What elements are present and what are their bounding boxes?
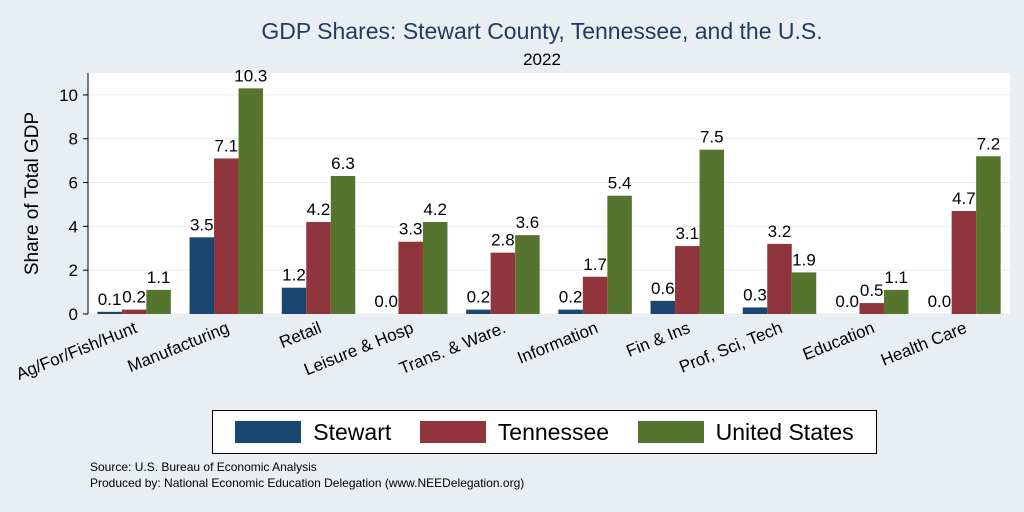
- bar-tennessee-retail: [306, 221, 331, 314]
- data-label-tennessee-information: 1.7: [583, 255, 607, 274]
- y-tick-label: 2: [69, 261, 78, 280]
- y-tick-label: 4: [69, 217, 78, 236]
- bar-united-states-education: [883, 289, 909, 314]
- data-label-stewart-trans-ware: 0.2: [467, 288, 491, 307]
- bar-united-states-trans-ware: [515, 235, 540, 314]
- data-label-united-states-education: 1.1: [884, 268, 908, 287]
- legend-swatch-stewart: [235, 421, 302, 443]
- data-label-united-states-ag-for-fish-hunt: 1.1: [147, 268, 171, 287]
- bar-tennessee-fin-ins: [675, 246, 700, 314]
- data-label-stewart-health-care: 0.0: [928, 292, 952, 311]
- x-tick-label-ag-for-fish-hunt: Ag/For/Fish/Hunt: [13, 318, 140, 384]
- bar-united-states-information: [607, 195, 632, 314]
- data-label-tennessee-manufacturing: 7.1: [214, 136, 238, 155]
- bar-tennessee-health-care: [951, 211, 977, 314]
- bar-tennessee-prof-sci-tech: [767, 243, 792, 314]
- bar-stewart-prof-sci-tech: [742, 307, 768, 314]
- chart-legend: Stewart Tennessee United States: [212, 410, 877, 454]
- data-label-united-states-leisure-hosp: 4.2: [423, 200, 447, 219]
- x-tick-label-prof-sci-tech: Prof, Sci, Tech: [677, 318, 785, 377]
- bar-united-states-leisure-hosp: [422, 221, 448, 314]
- data-label-tennessee-retail: 4.2: [307, 200, 331, 219]
- bar-united-states-health-care: [976, 156, 1001, 314]
- data-label-stewart-retail: 1.2: [282, 266, 306, 285]
- legend-swatch-united-states: [637, 421, 704, 443]
- y-tick-label: 6: [69, 174, 78, 193]
- data-label-stewart-education: 0.0: [835, 292, 859, 311]
- bar-stewart-ag-for-fish-hunt: [97, 311, 122, 314]
- legend-label-united-states: United States: [715, 418, 854, 445]
- data-label-stewart-leisure-hosp: 0.0: [374, 292, 398, 311]
- chart-subtitle: 2022: [523, 50, 561, 69]
- chart-title: GDP Shares: Stewart County, Tennessee, a…: [261, 18, 823, 44]
- data-label-united-states-manufacturing: 10.3: [234, 66, 267, 85]
- bar-united-states-manufacturing: [238, 88, 264, 314]
- data-label-tennessee-fin-ins: 3.1: [675, 224, 699, 243]
- bar-united-states-fin-ins: [699, 149, 725, 314]
- data-label-united-states-trans-ware: 3.6: [516, 213, 540, 232]
- bar-united-states-prof-sci-tech: [791, 272, 817, 314]
- y-tick-label: 8: [69, 130, 78, 149]
- data-label-tennessee-health-care: 4.7: [952, 189, 976, 208]
- y-axis-label: Share of Total GDP: [22, 112, 43, 275]
- x-tick-label-information: Information: [515, 318, 601, 367]
- bar-stewart-retail: [281, 287, 307, 314]
- legend-label-tennessee: Tennessee: [497, 418, 610, 445]
- bar-stewart-fin-ins: [650, 300, 676, 314]
- data-label-united-states-information: 5.4: [608, 174, 632, 193]
- bar-tennessee-leisure-hosp: [398, 241, 423, 314]
- bar-stewart-trans-ware: [466, 309, 491, 314]
- data-label-tennessee-education: 0.5: [860, 281, 884, 300]
- legend-item-tennessee: Tennessee: [419, 418, 610, 446]
- data-label-tennessee-ag-for-fish-hunt: 0.2: [122, 288, 146, 307]
- data-label-tennessee-prof-sci-tech: 3.2: [768, 222, 792, 241]
- legend-label-stewart: Stewart: [313, 418, 392, 445]
- data-label-stewart-information: 0.2: [559, 288, 583, 307]
- produced-by-note: Produced by: National Economic Education…: [90, 476, 525, 490]
- bar-tennessee-manufacturing: [214, 158, 239, 314]
- data-label-stewart-ag-for-fish-hunt: 0.1: [98, 290, 122, 309]
- bar-stewart-information: [558, 309, 583, 314]
- x-tick-label-fin-ins: Fin & Ins: [623, 318, 692, 361]
- x-tick-label-education: Education: [800, 318, 877, 364]
- x-tick-label-manufacturing: Manufacturing: [125, 318, 232, 376]
- bar-tennessee-trans-ware: [490, 252, 516, 314]
- source-note: Source: U.S. Bureau of Economic Analysis: [90, 460, 317, 474]
- bar-tennessee-education: [859, 303, 884, 314]
- y-tick-label: 10: [59, 86, 78, 105]
- bar-tennessee-ag-for-fish-hunt: [121, 309, 147, 314]
- legend-swatch-tennessee: [419, 421, 486, 443]
- data-label-united-states-health-care: 7.2: [977, 134, 1001, 153]
- data-label-tennessee-leisure-hosp: 3.3: [399, 220, 423, 239]
- x-tick-label-health-care: Health Care: [878, 318, 969, 370]
- data-label-stewart-prof-sci-tech: 0.3: [743, 285, 767, 304]
- data-label-stewart-manufacturing: 3.5: [190, 215, 214, 234]
- legend-item-united-states: United States: [637, 418, 854, 446]
- legend-item-stewart: Stewart: [235, 419, 391, 446]
- data-label-united-states-retail: 6.3: [331, 154, 355, 173]
- bar-tennessee-information: [582, 276, 608, 314]
- bar-united-states-ag-for-fish-hunt: [146, 289, 171, 314]
- data-label-stewart-fin-ins: 0.6: [651, 279, 675, 298]
- x-tick-label-retail: Retail: [277, 318, 324, 352]
- data-label-united-states-prof-sci-tech: 1.9: [792, 250, 816, 269]
- data-label-united-states-fin-ins: 7.5: [700, 128, 724, 147]
- bar-united-states-retail: [330, 175, 356, 314]
- y-tick-label: 0: [69, 305, 78, 324]
- bar-stewart-manufacturing: [189, 237, 215, 314]
- data-label-tennessee-trans-ware: 2.8: [491, 231, 515, 250]
- x-tick-label-trans-ware: Trans. & Ware.: [396, 318, 508, 378]
